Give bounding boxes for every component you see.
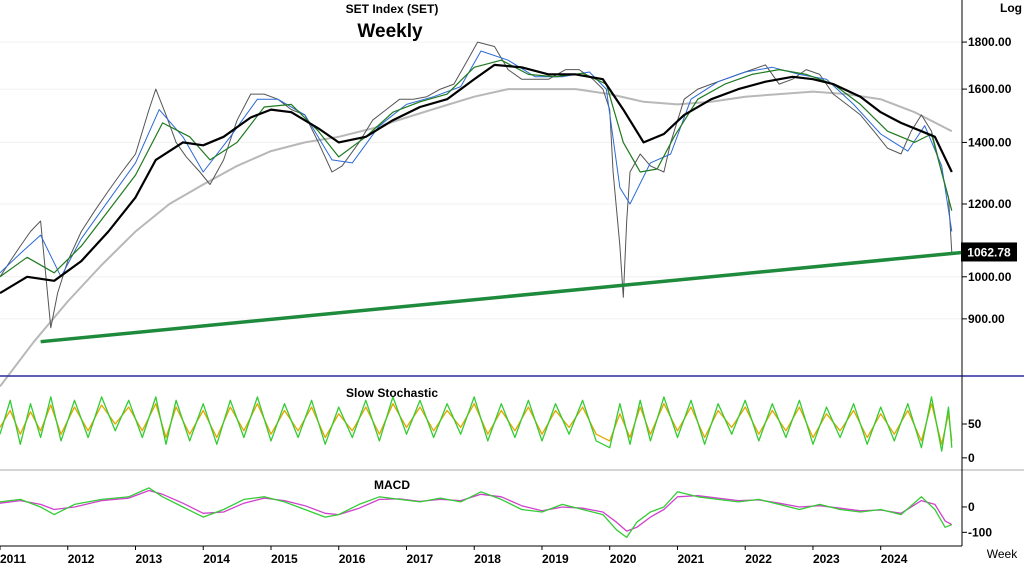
stochastic-title: Slow Stochastic xyxy=(346,386,438,400)
price-axis-tick-label: 1800.00 xyxy=(968,35,1012,49)
x-axis-tick-label: 2012 xyxy=(68,552,95,566)
stochastic-series-group xyxy=(0,396,953,452)
chart-subtitle: Weekly xyxy=(357,21,423,42)
x-axis-tick-label: 2011 xyxy=(0,552,26,566)
series-line-ma-short xyxy=(0,50,953,278)
price-axis-tick-label: 1400.00 xyxy=(968,135,1012,149)
series-line-macd-line xyxy=(0,487,953,539)
macd-y-axis: -100 0 xyxy=(962,500,992,539)
series-line-ma-long xyxy=(0,63,953,295)
stochastic-panel: Slow Stochastic 0 50 xyxy=(0,386,982,465)
series-line-k-line xyxy=(0,396,953,452)
stochastic-axis-tick-label: 50 xyxy=(968,417,982,431)
price-axis-tick-label: 1600.00 xyxy=(968,82,1012,96)
price-axis-tick-label: 900.00 xyxy=(968,312,1005,326)
macd-axis-tick-label: 0 xyxy=(968,500,975,514)
price-series-group xyxy=(0,41,963,388)
x-axis-tick-label: 2024 xyxy=(881,552,908,566)
x-axis-tick-label: 2013 xyxy=(135,552,162,566)
x-axis-tick-label: 2020 xyxy=(610,552,637,566)
macd-title: MACD xyxy=(374,478,410,492)
macd-panel: MACD -100 0 xyxy=(0,478,992,539)
x-axis-tick-label: 2019 xyxy=(542,552,569,566)
log-scale-label: Log xyxy=(1000,1,1022,15)
stochastic-y-axis: 0 50 xyxy=(962,417,982,465)
x-axis-tick-label: 2022 xyxy=(745,552,772,566)
price-y-axis: 900.00 1000.00 1200.00 1400.00 1600.00 1800.0… xyxy=(962,35,1012,326)
x-axis-tick-label: 2015 xyxy=(271,552,298,566)
last-value-box xyxy=(961,242,1017,262)
x-axis-tick-label: 2021 xyxy=(677,552,704,566)
price-panel: SET Index (SET) Weekly Log 900.00 1000.00… xyxy=(0,1,1022,388)
last-value-label: 1062.78 xyxy=(967,245,1011,259)
x-axis-tick-label: 2023 xyxy=(813,552,840,566)
series-line-ma-very-long xyxy=(0,88,953,388)
x-axis-tick-label: 2014 xyxy=(203,552,230,566)
x-axis-label: Week xyxy=(987,547,1018,561)
last-value-badge: 1062.78 xyxy=(961,242,1017,262)
x-axis: 2011 2012 2013 2014 2015 2016 2017 2018 2019 2020… xyxy=(0,546,908,566)
x-axis-tick-label: 2016 xyxy=(339,552,366,566)
series-line-ma-medium xyxy=(0,59,953,278)
macd-series-group xyxy=(0,487,953,539)
x-axis-tick-label: 2017 xyxy=(406,552,433,566)
x-axis-tick-label: 2018 xyxy=(474,552,501,566)
price-axis-tick-label: 1000.00 xyxy=(968,270,1012,284)
support-trendline xyxy=(40,250,963,344)
price-gridlines xyxy=(0,41,962,320)
price-axis-tick-label: 1200.00 xyxy=(968,197,1012,211)
macd-axis-tick-label: -100 xyxy=(968,525,992,539)
stochastic-axis-tick-label: 0 xyxy=(968,451,975,465)
chart-title: SET Index (SET) xyxy=(346,2,439,16)
